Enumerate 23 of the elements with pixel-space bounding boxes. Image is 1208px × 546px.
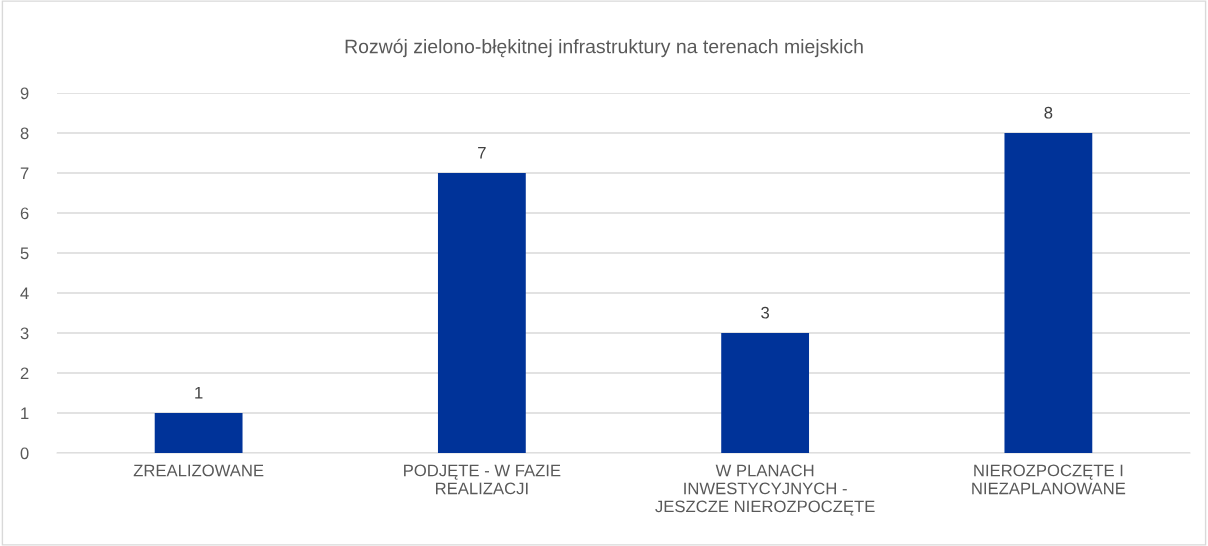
- data-label: 1: [195, 386, 203, 399]
- y-tick-label: 0: [20, 447, 29, 460]
- x-tick-label: W PLANACH INWESTYCYJNYCH - JESZCZE NIEROZPOCZĘTE: [655, 464, 875, 516]
- bar: [721, 333, 810, 453]
- y-tick-label: 9: [20, 87, 29, 100]
- y-tick-label: 5: [20, 247, 29, 260]
- y-tick-label: 7: [20, 167, 29, 180]
- y-tick-label: 6: [20, 207, 29, 220]
- x-tick-label: NIEROZPOCZĘTE I NIEZAPLANOWANE: [972, 464, 1126, 495]
- y-tick-label: 1: [21, 407, 29, 420]
- data-label: 7: [478, 146, 486, 159]
- y-tick-label: 4: [20, 287, 29, 300]
- data-label: 3: [761, 306, 770, 319]
- x-tick-label: ZREALIZOWANE: [133, 464, 264, 477]
- data-label: 8: [1044, 106, 1053, 119]
- x-tick-label: PODJĘTE - W FAZIE REALIZACJI: [404, 464, 561, 495]
- y-tick-label: 8: [20, 127, 29, 140]
- y-tick-label: 2: [20, 367, 29, 380]
- bar: [437, 173, 526, 453]
- bar: [154, 413, 243, 453]
- bar: [1004, 133, 1093, 453]
- y-tick-label: 3: [20, 327, 29, 340]
- chart-title: Rozwój zielono-błękitnej infrastruktury na terenach miejskich: [345, 38, 863, 58]
